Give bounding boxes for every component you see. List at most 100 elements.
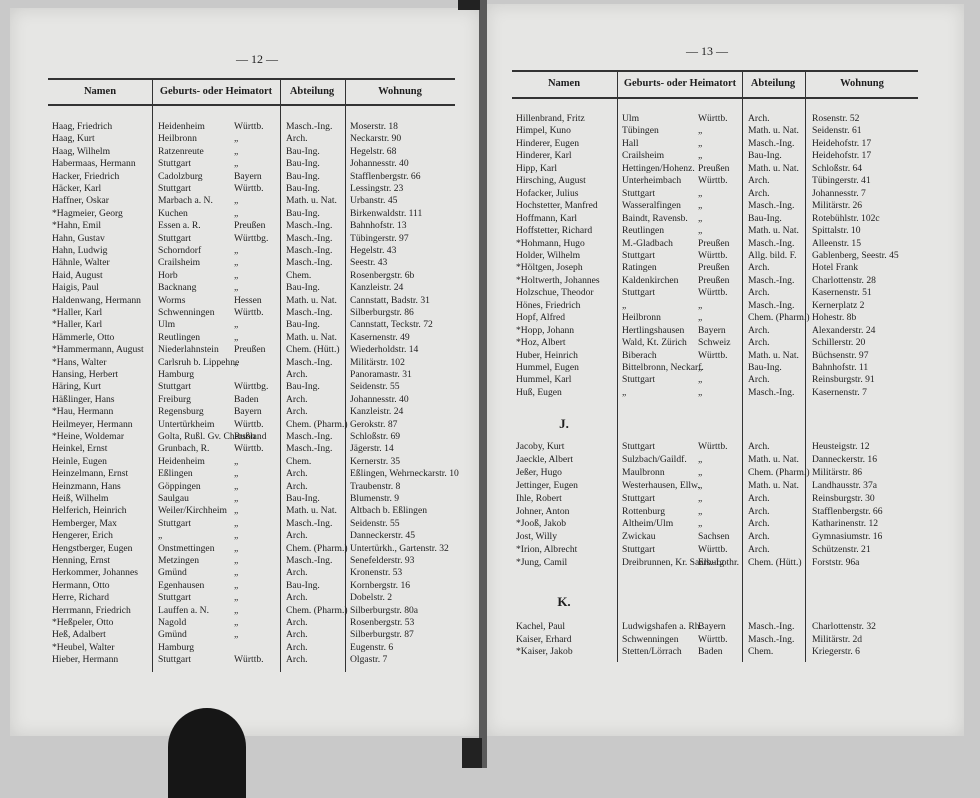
- address: Büchsenstr. 97: [812, 349, 869, 361]
- birthplace: Ulm: [622, 113, 640, 124]
- birthplace: „: [622, 299, 627, 311]
- region: „: [234, 207, 239, 219]
- department: Masch.-Ing.: [286, 307, 333, 318]
- department: Masch.-Ing.: [286, 356, 333, 368]
- address: Landhausstr. 37a: [812, 479, 878, 491]
- region: Bayern: [234, 170, 262, 182]
- student-name: *Hopp, Johann: [516, 324, 575, 336]
- region: „: [234, 579, 239, 591]
- department: Arch.: [748, 287, 770, 299]
- department: Bau-Ing.: [286, 207, 320, 219]
- address: Schillerstr. 20: [812, 337, 866, 349]
- student-name: Kaiser, Erhard: [516, 633, 572, 645]
- department: Arch.: [286, 629, 308, 641]
- department: Arch.: [748, 492, 770, 504]
- student-name: Hieber, Hermann: [52, 654, 119, 666]
- column-rule: [345, 78, 346, 672]
- student-name: *Jooß, Jakob: [516, 518, 567, 530]
- address: Kanzleistr. 24: [350, 406, 404, 418]
- birthplace: Stetten/Lörrach: [622, 646, 682, 658]
- student-name: Herrmann, Friedrich: [52, 604, 131, 616]
- region: „: [698, 137, 703, 149]
- birthplace: Cadolzburg: [158, 170, 203, 182]
- department: Allg. bild. F.: [748, 249, 797, 261]
- department: Masch.-Ing.: [748, 621, 795, 632]
- address: Alexanderstr. 24: [812, 324, 876, 336]
- department: Masch.-Ing.: [748, 200, 795, 212]
- region: Württb.: [698, 544, 728, 556]
- region: Sachsen: [698, 531, 730, 543]
- section-letter: K.: [557, 594, 571, 609]
- student-name: Hönes, Friedrich: [516, 299, 581, 311]
- address: Kasernenstr. 51: [812, 287, 872, 299]
- student-name: Heinzmann, Hans: [52, 480, 121, 492]
- region: Preußen: [698, 274, 730, 286]
- student-name: Jettinger, Eugen: [516, 479, 578, 491]
- department: Bau-Ing.: [286, 158, 320, 170]
- region: „: [698, 518, 703, 530]
- birthplace: Wald, Kt. Zürich: [622, 337, 687, 349]
- birthplace: Stuttgart: [158, 517, 192, 529]
- department: Arch.: [748, 175, 770, 187]
- department: Bau-Ing.: [286, 381, 320, 393]
- address: Gerokstr. 87: [350, 418, 398, 430]
- department: Math. u. Nat.: [748, 349, 799, 361]
- birthplace: Baindt, Ravensb.: [622, 212, 688, 224]
- region: Baden: [234, 393, 259, 405]
- region: Schweiz: [698, 337, 731, 349]
- region: „: [698, 187, 703, 199]
- header-rule: [48, 78, 455, 80]
- address: Alleenstr. 15: [812, 237, 862, 249]
- student-name: Haffner, Oskar: [52, 195, 109, 207]
- birthplace: Biberach: [622, 349, 657, 361]
- region: „: [698, 212, 703, 224]
- address: Gablenberg, Seestr. 45: [812, 249, 899, 261]
- student-name: Heinzelmann, Ernst: [52, 468, 129, 480]
- department: Bau-Ing.: [286, 183, 320, 194]
- department: Chem. (Pharm.): [286, 542, 348, 554]
- student-name: *Hoz, Albert: [516, 337, 566, 349]
- region: „: [234, 269, 239, 281]
- region: „: [234, 480, 239, 492]
- address: Heidehofstr. 17: [812, 137, 872, 149]
- address: Spittalstr. 10: [812, 225, 861, 237]
- address: Kernerstr. 35: [350, 455, 401, 467]
- address: Moserstr. 18: [350, 121, 398, 132]
- student-name: Habermaas, Hermann: [52, 158, 136, 170]
- department: Masch.-Ing.: [286, 257, 333, 269]
- region: „: [234, 567, 239, 579]
- region: „: [698, 200, 703, 212]
- address: Schloßstr. 69: [350, 431, 401, 442]
- student-name: Jeßer, Hugo: [516, 466, 562, 478]
- student-name: Häcker, Karl: [52, 183, 102, 194]
- address: Hegelstr. 68: [350, 145, 397, 157]
- birthplace: Essen a. R.: [158, 220, 201, 232]
- department: Masch.-Ing.: [286, 220, 333, 232]
- birthplace: Heidenheim: [158, 455, 205, 467]
- student-name: Hengstberger, Eugen: [52, 542, 133, 554]
- student-name: *Heßpeler, Otto: [52, 617, 114, 628]
- birthplace: Golta, Rußl. Gv. Cherson: [158, 431, 256, 442]
- address: Johannesstr. 40: [350, 158, 409, 170]
- region: Württb.: [698, 633, 728, 645]
- birthplace: Saulgau: [158, 493, 189, 504]
- department: Masch.-Ing.: [286, 245, 333, 256]
- department: Masch.-Ing.: [748, 633, 795, 645]
- department: Chem. (Pharm.): [748, 312, 810, 324]
- department: Arch.: [748, 113, 770, 124]
- address: Silberburgstr. 86: [350, 307, 414, 318]
- address: Rotebühlstr. 102c: [812, 212, 880, 224]
- address: Neckarstr. 90: [350, 133, 402, 145]
- address: Dobelstr. 2: [350, 592, 393, 604]
- birthplace: Kaldenkirchen: [622, 274, 679, 286]
- birthplace: Stuttgart: [622, 287, 656, 299]
- birthplace: Stuttgart: [158, 592, 192, 604]
- birthplace: Onstmettingen: [158, 542, 215, 554]
- student-name: Jacoby, Kurt: [516, 441, 565, 452]
- address: Silberburgstr. 87: [350, 629, 414, 641]
- department: Chem.: [286, 269, 312, 281]
- department: Masch.-Ing.: [286, 443, 333, 455]
- department: Masch.-Ing.: [748, 274, 795, 286]
- student-name: Hähnle, Walter: [52, 257, 110, 269]
- student-name: *Hohmann, Hugo: [516, 237, 585, 249]
